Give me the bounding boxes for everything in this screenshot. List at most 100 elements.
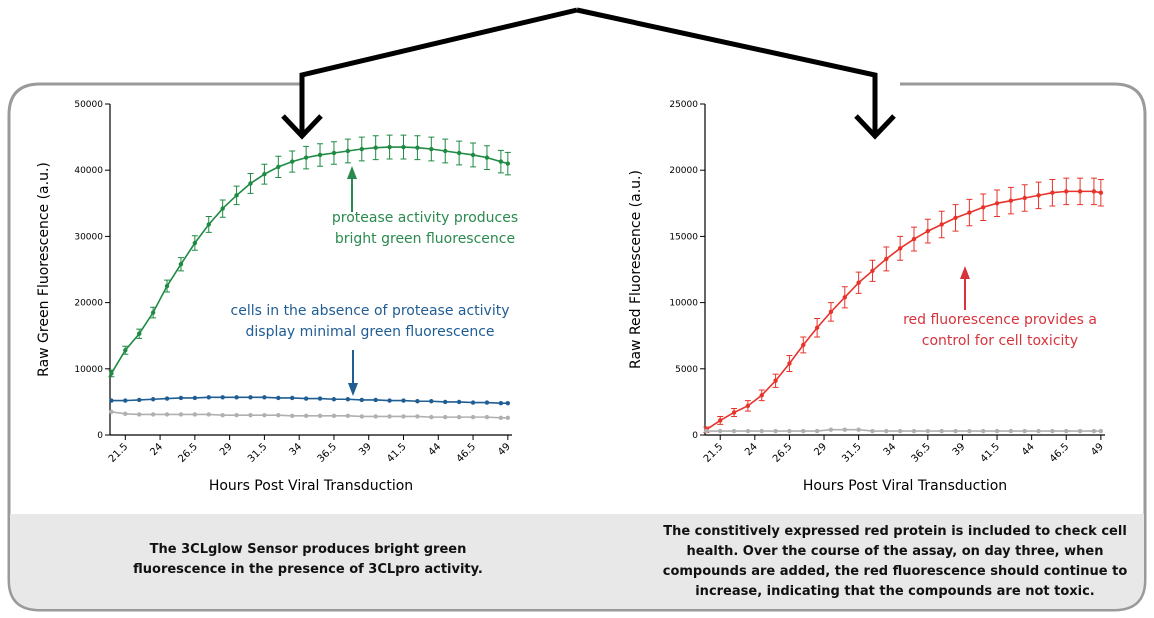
data-point [345, 397, 351, 402]
x-tick-label: 31.5 [246, 441, 270, 465]
data-point [276, 412, 281, 418]
x-tick-label: 29 [812, 441, 829, 458]
data-point [994, 201, 1000, 206]
data-point [401, 414, 406, 419]
data-point [1098, 190, 1104, 195]
y-tick-label: 30000 [74, 232, 103, 242]
data-point [429, 399, 434, 404]
x-tick-label: 26.5 [176, 441, 200, 465]
data-point [290, 159, 295, 164]
data-point [498, 159, 504, 164]
x-tick-label: 34 [288, 441, 305, 458]
y-tick-label: 0 [692, 431, 698, 441]
annotation: red fluorescence provides a [903, 312, 1097, 328]
data-point [262, 171, 267, 177]
y-tick-label: 15000 [669, 232, 698, 242]
y-tick-label: 20000 [74, 299, 103, 309]
data-point [842, 427, 847, 432]
data-point [401, 144, 406, 150]
data-point [1036, 193, 1041, 198]
annotation: cells in the absence of protease activit… [231, 303, 510, 319]
data-point [1091, 189, 1097, 194]
data-point [220, 395, 225, 400]
data-point [456, 150, 462, 156]
data-point [1008, 428, 1014, 434]
x-tick-label: 46.5 [1048, 441, 1072, 465]
x-axis-title: Hours Post Viral Transduction [803, 478, 1007, 494]
data-point [137, 412, 142, 417]
data-point [884, 428, 889, 434]
x-tick-label: 49 [1089, 441, 1106, 458]
data-point [276, 395, 281, 401]
data-point [345, 148, 351, 154]
data-point [178, 412, 184, 417]
data-point [967, 428, 972, 434]
x-tick-label: 21.5 [702, 441, 726, 465]
data-point [206, 222, 211, 227]
data-point [331, 397, 337, 402]
data-point [387, 414, 392, 419]
data-point [359, 146, 364, 152]
y-axis-title: Raw Green Fluorescence (a.u.) [36, 162, 52, 377]
data-point [1022, 428, 1027, 434]
data-point [787, 428, 792, 434]
data-point [373, 145, 378, 150]
data-point [178, 395, 184, 401]
data-point [359, 397, 364, 403]
data-point [303, 413, 309, 419]
series-line [706, 428, 1101, 432]
data-point [303, 155, 309, 160]
data-point [814, 325, 820, 330]
data-point [220, 206, 225, 211]
data-point [164, 396, 170, 401]
x-tick-label: 34 [882, 441, 899, 458]
data-point [704, 428, 709, 434]
data-point [164, 283, 170, 289]
data-point [981, 428, 986, 434]
data-point [415, 399, 420, 404]
data-point [745, 428, 751, 434]
y-tick-label: 25000 [669, 100, 698, 110]
data-point [484, 400, 490, 405]
annotation: protease activity produces [332, 210, 518, 226]
annotation: bright green fluorescence [335, 231, 515, 247]
data-point [234, 395, 239, 400]
x-tick-label: 41.5 [385, 441, 409, 465]
arrow-head [960, 266, 970, 279]
x-tick-label: 26.5 [771, 441, 795, 465]
data-point [192, 412, 198, 417]
data-point [1036, 428, 1041, 434]
data-point [759, 393, 764, 398]
data-point [801, 342, 806, 348]
data-point [276, 164, 281, 170]
x-tick-label: 36.5 [316, 441, 340, 465]
data-point [470, 400, 476, 405]
data-point [759, 428, 764, 434]
data-point [1008, 198, 1014, 203]
data-point [345, 413, 351, 419]
data-point [150, 310, 156, 315]
data-point [1050, 428, 1055, 434]
data-point [123, 398, 128, 403]
data-point [505, 401, 511, 406]
data-point [331, 150, 337, 156]
data-point [842, 295, 847, 300]
data-point [953, 215, 958, 221]
data-point [1091, 428, 1097, 434]
data-point [773, 428, 778, 434]
data-point [484, 155, 490, 160]
data-point [801, 428, 806, 434]
x-tick-label: 39 [951, 441, 968, 458]
data-point [1077, 189, 1083, 194]
x-tick-label: 44 [1020, 441, 1037, 458]
data-point [731, 428, 737, 434]
x-tick-label: 44 [427, 441, 444, 458]
data-point [123, 348, 128, 353]
data-point [248, 412, 253, 418]
data-point [234, 193, 239, 198]
data-point [150, 397, 156, 402]
data-point [828, 309, 834, 315]
panel-border [7, 82, 1147, 612]
